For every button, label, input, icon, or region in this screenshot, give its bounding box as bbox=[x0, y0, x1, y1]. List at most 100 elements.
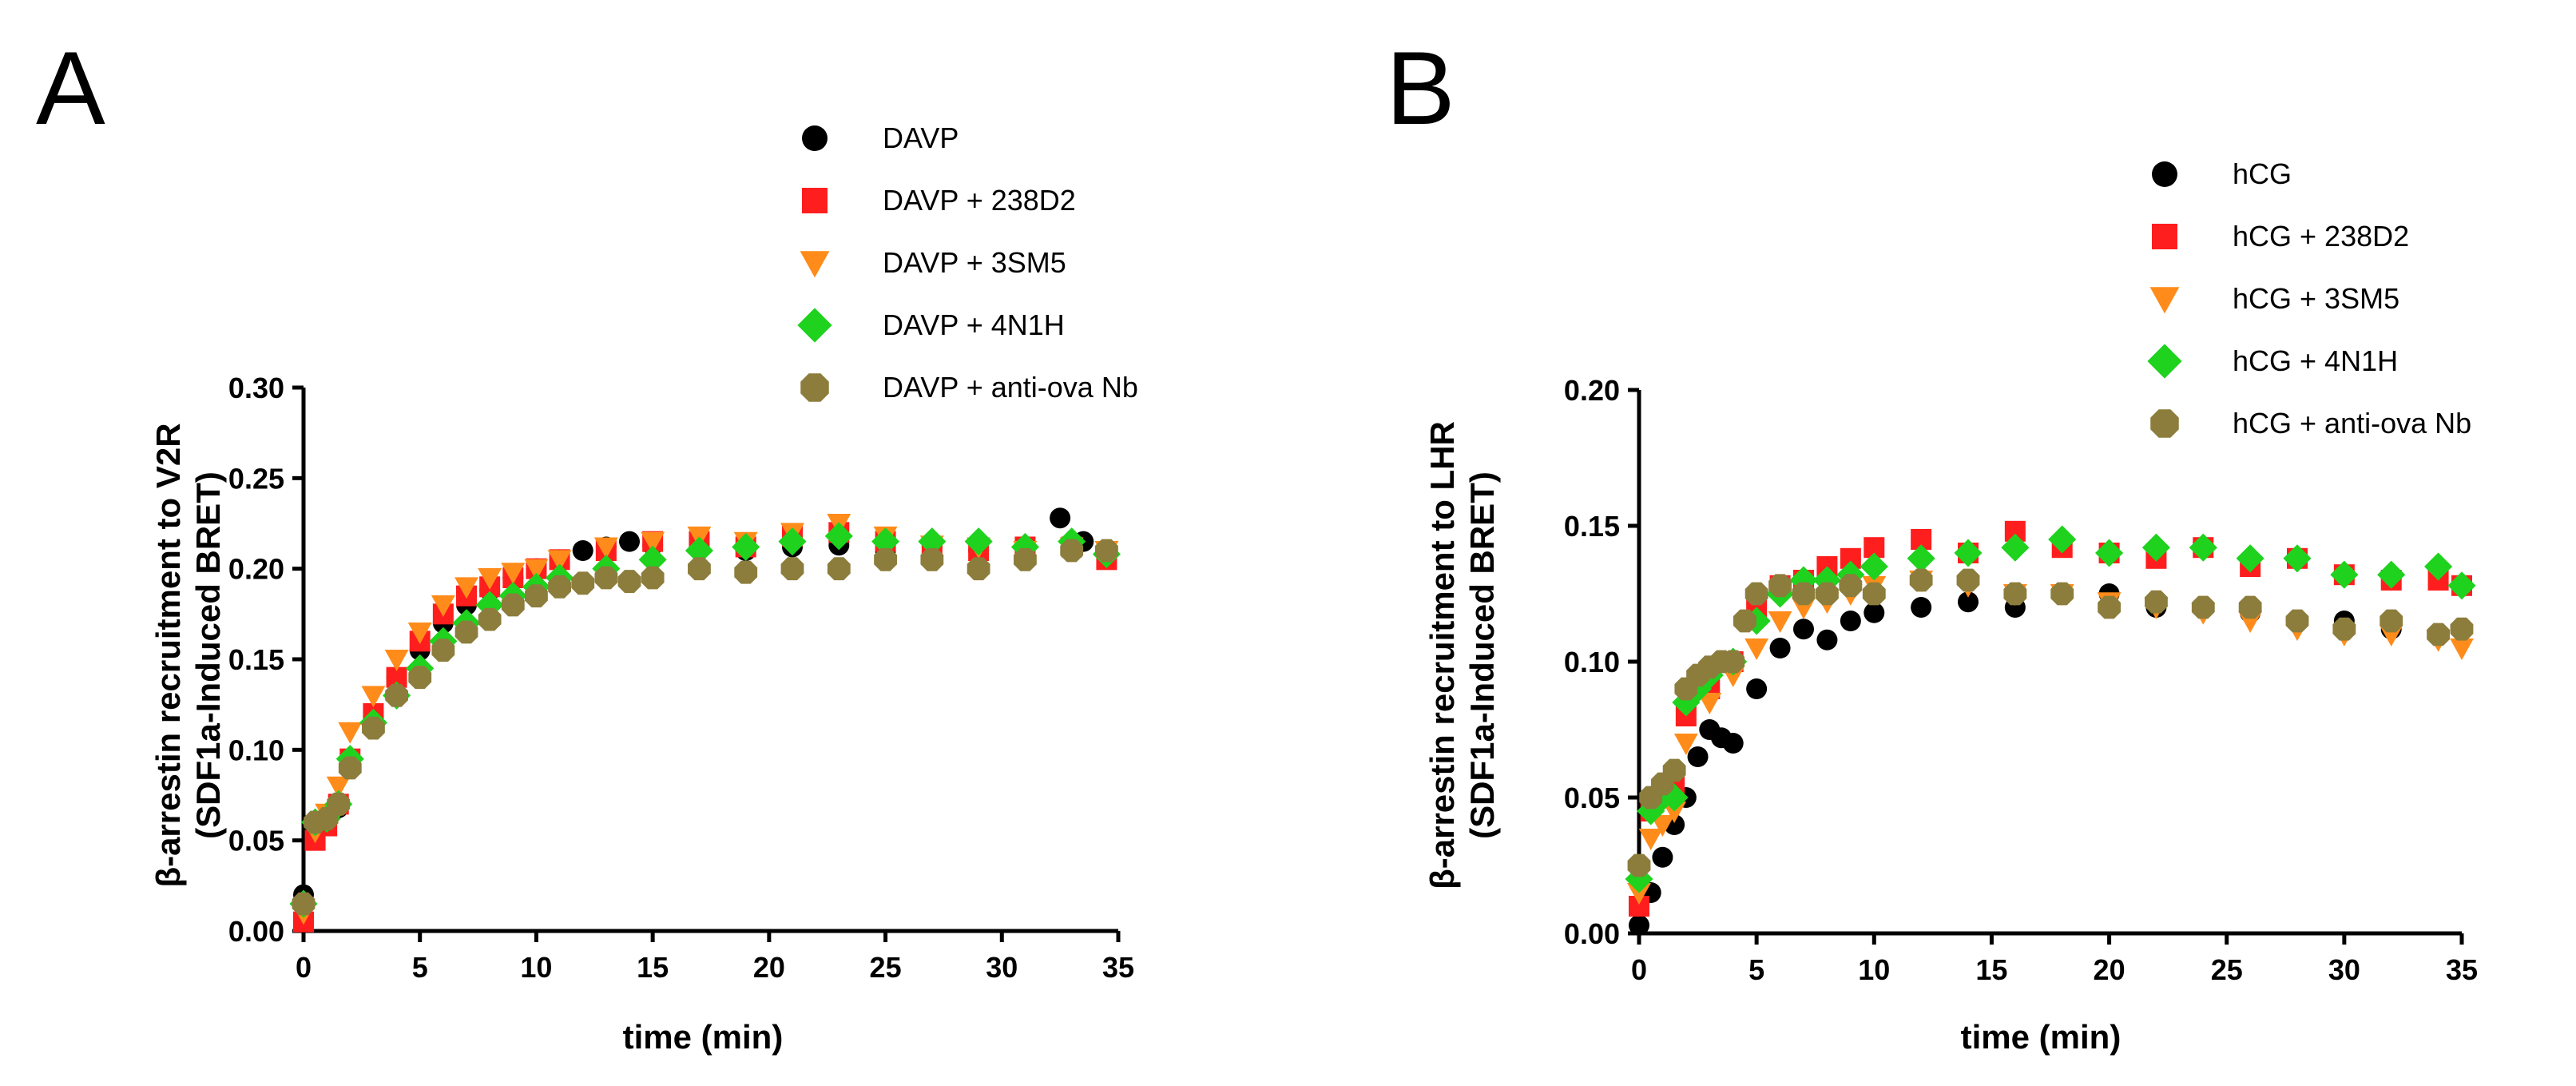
y-tick-label-b: 0.10 bbox=[1564, 646, 1620, 678]
legend-label-a: DAVP bbox=[883, 121, 959, 154]
data-point-a bbox=[501, 593, 525, 617]
data-point-a bbox=[338, 722, 363, 744]
legend-label-b: hCG bbox=[2233, 157, 2292, 190]
data-point-b bbox=[2050, 582, 2074, 606]
x-tick-label-b: 15 bbox=[1975, 953, 2007, 986]
legend-marker-b bbox=[2147, 344, 2182, 379]
x-tick-label-a: 10 bbox=[520, 951, 552, 984]
legend-marker-b bbox=[2149, 287, 2180, 314]
data-point-a bbox=[501, 563, 526, 585]
data-point-a bbox=[1060, 539, 1084, 563]
data-point-b bbox=[2048, 525, 2077, 554]
data-point-b bbox=[1768, 611, 1792, 633]
x-tick-label-b: 25 bbox=[2211, 953, 2243, 986]
data-point-a bbox=[1095, 539, 1118, 563]
x-tick-label-a: 5 bbox=[412, 951, 428, 984]
data-point-b bbox=[1954, 539, 1983, 567]
legend-entry-b: hCG + 238D2 bbox=[2152, 220, 2409, 253]
legend-label-b: hCG + 238D2 bbox=[2233, 220, 2409, 253]
x-tick-label-b: 0 bbox=[1631, 953, 1647, 986]
data-point-a bbox=[478, 607, 502, 631]
y-tick-label-a: 0.10 bbox=[228, 734, 284, 766]
data-point-b bbox=[2141, 533, 2170, 562]
x-tick-label-b: 30 bbox=[2328, 953, 2360, 986]
x-tick-label-b: 5 bbox=[1748, 953, 1764, 986]
panel-b: B β-arrestin recruitment to LHR (SDF1a-I… bbox=[1386, 30, 2478, 1056]
data-point-b bbox=[1722, 733, 1744, 754]
data-point-b bbox=[2238, 595, 2262, 619]
y-tick-label-b: 0.20 bbox=[1564, 374, 1620, 407]
data-point-b bbox=[2283, 544, 2312, 573]
x-axis-label-a: time (min) bbox=[623, 1018, 784, 1056]
data-points-b bbox=[1625, 520, 2476, 936]
legend-marker-b bbox=[2152, 161, 2177, 187]
data-point-a bbox=[734, 560, 758, 584]
legend-entry-a: DAVP + 4N1H bbox=[797, 308, 1065, 343]
data-point-a bbox=[824, 522, 853, 551]
series-b-3 bbox=[1625, 525, 2476, 893]
panel-letter-a: A bbox=[36, 30, 105, 146]
y-tick-label-b: 0.15 bbox=[1564, 510, 1620, 543]
legend-entry-b: hCG + 4N1H bbox=[2147, 344, 2398, 379]
legend-marker-a bbox=[800, 373, 829, 402]
data-point-b bbox=[1662, 758, 1686, 782]
x-tick-label-a: 25 bbox=[870, 951, 902, 984]
data-point-a bbox=[407, 623, 432, 644]
data-point-b bbox=[1840, 611, 1861, 631]
data-point-b bbox=[1792, 582, 1816, 606]
data-point-a bbox=[571, 571, 595, 595]
data-point-a bbox=[431, 638, 455, 662]
data-point-a bbox=[327, 792, 351, 816]
y-tick-label-a: 0.30 bbox=[228, 372, 284, 404]
data-point-b bbox=[1742, 607, 1771, 635]
data-point-a bbox=[1050, 507, 1071, 529]
data-point-b bbox=[1958, 591, 1979, 613]
data-point-a bbox=[918, 527, 947, 556]
legend-marker-a bbox=[800, 251, 830, 278]
legend-label-b: hCG + 4N1H bbox=[2233, 344, 2398, 377]
legend-marker-b bbox=[2152, 224, 2177, 249]
data-point-b bbox=[1733, 609, 1756, 633]
data-point-a bbox=[641, 566, 665, 590]
legend-marker-b bbox=[2150, 409, 2179, 438]
data-point-a bbox=[431, 595, 455, 617]
data-point-b bbox=[1956, 568, 1980, 592]
legend-entry-b: hCG + anti-ova Nb bbox=[2150, 407, 2471, 440]
data-point-b bbox=[2450, 638, 2474, 660]
data-point-b bbox=[1839, 574, 1863, 598]
data-point-b bbox=[1862, 582, 1886, 606]
data-point-b bbox=[2191, 595, 2215, 619]
legend-label-a: DAVP + anti-ova Nb bbox=[883, 371, 1138, 404]
data-point-a bbox=[641, 531, 665, 554]
data-point-a bbox=[454, 620, 478, 644]
x-tick-label-b: 35 bbox=[2446, 953, 2478, 986]
data-point-b bbox=[1909, 568, 1933, 592]
data-point-a bbox=[408, 666, 432, 690]
data-point-b bbox=[2285, 609, 2309, 633]
data-point-a bbox=[385, 683, 408, 707]
data-point-a bbox=[362, 716, 385, 740]
axes-a: 0 5 10 15 20 25 30 35 0.00 0.05 0.10 0.15 0.20 0.25 0.… bbox=[228, 372, 1134, 984]
y-tick-label-b: 0.05 bbox=[1564, 782, 1620, 814]
legend-entry-b: hCG bbox=[2152, 157, 2292, 190]
series-b-4 bbox=[1627, 568, 2474, 877]
y-tick-label-a: 0.15 bbox=[228, 643, 284, 676]
data-point-b bbox=[1627, 883, 1651, 905]
data-point-a bbox=[524, 559, 549, 581]
data-point-b bbox=[1769, 638, 1791, 658]
x-tick-label-a: 15 bbox=[637, 951, 669, 984]
data-points-a bbox=[289, 507, 1121, 933]
data-point-b bbox=[1684, 674, 1713, 703]
panel-a: A β-arrestin recruitment to V2R (SDF1a-I… bbox=[36, 30, 1138, 1056]
data-point-a bbox=[685, 536, 713, 565]
legend-label-b: hCG + anti-ova Nb bbox=[2233, 407, 2471, 440]
data-point-b bbox=[2189, 533, 2217, 562]
data-point-b bbox=[1627, 853, 1651, 877]
data-point-b bbox=[1744, 638, 1769, 660]
data-point-a bbox=[326, 776, 351, 798]
data-point-b bbox=[2450, 617, 2474, 641]
legend-marker-a bbox=[797, 308, 832, 343]
data-point-b bbox=[2377, 560, 2406, 589]
x-tick-label-a: 0 bbox=[296, 951, 312, 984]
x-tick-label-b: 20 bbox=[2094, 953, 2125, 986]
